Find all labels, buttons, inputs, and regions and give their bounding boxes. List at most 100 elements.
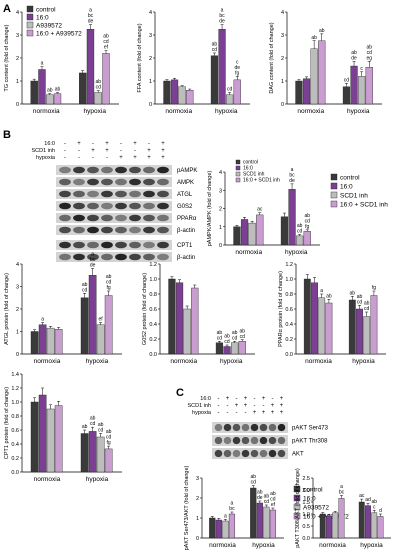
significance-label-pampk: ab — [304, 213, 310, 219]
blot-condition-label: 16:0 — [44, 141, 55, 147]
blot-band — [101, 226, 113, 234]
blot-band — [232, 423, 241, 432]
bar-g0s2 — [238, 341, 246, 355]
y-tick-label-g0s2: 0.4 — [149, 322, 157, 328]
x-tick-label-dag: normoxia — [297, 108, 324, 115]
significance-label-thr308: d — [379, 508, 382, 514]
blot-band — [214, 449, 223, 458]
legend-label: control — [340, 175, 360, 182]
bar-ffa — [186, 89, 194, 105]
blot-band — [129, 214, 141, 222]
bar-ppar — [303, 278, 311, 355]
bar-atgl — [88, 275, 97, 355]
y-tick-label-atgl: 3 — [16, 285, 19, 291]
bar-cpt1 — [88, 431, 97, 473]
significance-label-ser473: cd — [251, 480, 257, 486]
y-tick-label-pampk: 0 — [219, 243, 222, 249]
bar-cpt1 — [38, 394, 47, 473]
y-tick-label-ser473: 0 — [196, 536, 199, 542]
x-tick-label-thr308: hypoxia — [360, 542, 383, 549]
legend-swatch — [235, 177, 241, 183]
blot-condition-sign: + — [235, 403, 239, 409]
blot-condition-sign: - — [78, 148, 80, 154]
blot-condition-sign: - — [245, 410, 247, 416]
bar-dag — [342, 86, 351, 105]
y-tick-label-pampk: 1 — [219, 225, 222, 231]
blot-band — [59, 241, 71, 249]
y-tick-label-dag: 2 — [281, 56, 284, 62]
blot-condition-sign: + — [133, 141, 137, 147]
blot-band — [101, 253, 113, 261]
bar-pampk — [240, 219, 249, 246]
blot-band — [101, 178, 113, 186]
bar-g0s2 — [215, 342, 224, 355]
y-tick-label-g0s2: 1.0 — [149, 277, 157, 283]
blot-condition-sign: + — [244, 403, 248, 409]
bar-ppar — [363, 316, 371, 355]
y-tick-label-tg: 1 — [16, 79, 19, 85]
significance-label-ffa: de — [219, 19, 225, 25]
y-tick-label-dag: 0 — [281, 102, 284, 108]
significance-label-atgl: a — [41, 317, 44, 323]
blot-condition-label: SCD1 inh — [187, 403, 211, 409]
y-tick-label-tg: 0 — [16, 102, 19, 108]
x-tick-label-g0s2: hypoxia — [220, 358, 243, 365]
significance-label-ser473: ab — [264, 494, 270, 500]
y-tick-label-ser473: 2 — [196, 496, 199, 502]
blot-condition-sign: - — [218, 403, 220, 409]
y-tick-label-ser473: 1 — [196, 516, 199, 522]
western-blot-panel-c: 16:0- + - + - + - +SCD1 inh - - + + - - + +hypoxia - - - - +… — [187, 396, 329, 459]
x-tick-label-ffa: normoxia — [165, 108, 192, 115]
significance-label-pampk: cd — [297, 228, 303, 234]
y-tick-label-ppar: 0.0 — [285, 352, 293, 358]
blot-band-label: β-actin — [177, 228, 195, 234]
bar-g0s2 — [168, 278, 176, 355]
y-tick-label-g0s2: 0.8 — [149, 292, 157, 298]
blot-strip — [56, 177, 172, 187]
y-tick-label-dag: 1 — [281, 79, 284, 85]
y-tick-label-dag: 3 — [281, 33, 284, 39]
blot-band — [73, 253, 85, 261]
significance-label-g0s2: cd — [232, 335, 238, 341]
blot-band — [250, 449, 259, 458]
bar-g0s2 — [183, 308, 191, 355]
bar-tg — [46, 94, 54, 105]
significance-label-ser473: de — [257, 495, 263, 501]
blot-condition-sign: + — [161, 155, 165, 161]
blot-condition-sign: - — [64, 155, 66, 161]
blot-condition-sign: + — [119, 155, 123, 161]
y-tick-label-cpt1: 0.4 — [11, 442, 19, 448]
y-tick-label-dag: 4 — [281, 10, 284, 16]
significance-label-dag: ab — [366, 44, 372, 50]
blot-band — [115, 214, 127, 222]
blot-condition-sign: + — [105, 141, 109, 147]
blot-band — [87, 178, 99, 186]
blot-condition-sign: - — [120, 148, 122, 154]
bar-g0s2 — [231, 342, 239, 355]
blot-band — [59, 202, 71, 210]
significance-label-g0s2: ab — [217, 330, 223, 336]
bar-ser473 — [269, 509, 277, 539]
significance-label-pampk: a — [291, 167, 294, 173]
chart-ffa: 0 1 2 3 4 FFA content (fold of change) normoxi… — [137, 8, 250, 115]
blot-condition-sign: - — [227, 410, 229, 416]
blot-band-label: pAMPK — [177, 168, 197, 174]
blot-condition-sign: - — [218, 396, 220, 402]
blot-condition-sign: + — [77, 141, 81, 147]
blot-band — [241, 449, 250, 458]
chart-atgl: 0 1 2 3 4 ATGL protein (fold of change) normox… — [4, 252, 122, 365]
significance-label-g0s2: cd — [240, 334, 246, 340]
bar-pampk — [303, 231, 311, 246]
blot-band — [73, 190, 85, 198]
bar-dag — [350, 65, 358, 105]
blot-band — [73, 214, 85, 222]
y-tick-label-g0s2: 1.2 — [149, 262, 157, 268]
blot-band-label: ATGL — [177, 192, 193, 198]
legend-label: 16:0 — [36, 15, 49, 22]
significance-label-cpt1: ab — [106, 429, 112, 435]
significance-label-ser473: ab — [270, 491, 276, 497]
bar-thr308 — [371, 512, 378, 539]
blot-band — [87, 226, 99, 234]
bar-ser473 — [228, 513, 236, 539]
